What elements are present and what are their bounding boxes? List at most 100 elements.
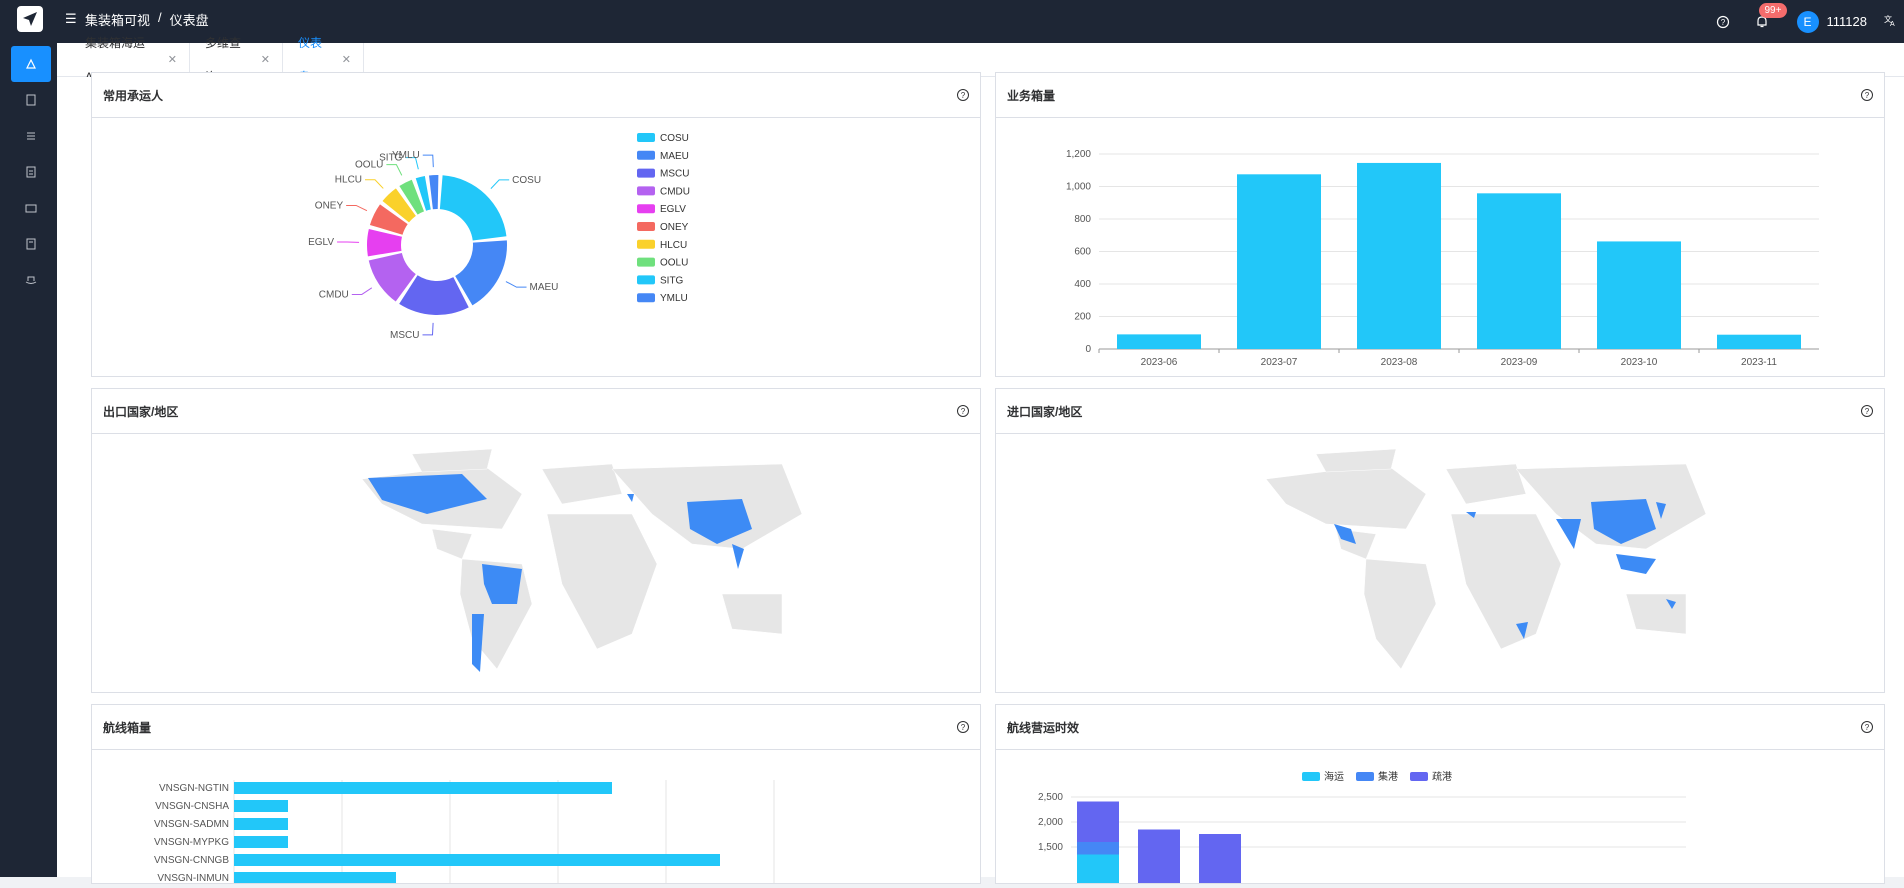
pie-label-line xyxy=(386,165,401,176)
legend-label[interactable]: COSU xyxy=(660,133,689,144)
document-icon[interactable] xyxy=(11,82,51,118)
x-tick-label: 2023-07 xyxy=(1261,357,1298,368)
legend-swatch xyxy=(1356,772,1374,781)
y-tick-label: 2,500 xyxy=(1038,792,1063,803)
pie-label-line xyxy=(423,155,434,167)
pie-label-line xyxy=(346,205,367,210)
help-icon[interactable]: ? xyxy=(1861,89,1873,101)
legend-swatch xyxy=(637,293,655,302)
bar[interactable] xyxy=(234,782,612,794)
bar[interactable] xyxy=(234,818,288,830)
legend-label[interactable]: SITG xyxy=(660,275,684,286)
pie-label: MAEU xyxy=(530,282,559,293)
y-tick-label: 1,000 xyxy=(1066,182,1091,193)
sidebar xyxy=(0,43,57,877)
bar[interactable] xyxy=(234,854,720,866)
bar[interactable] xyxy=(1237,174,1321,349)
stacked-bar-segment[interactable] xyxy=(1199,834,1241,883)
ship-icon[interactable] xyxy=(11,262,51,298)
menu-toggle-icon[interactable]: ☰ xyxy=(65,11,77,27)
bar[interactable] xyxy=(1357,163,1441,349)
bar[interactable] xyxy=(234,800,288,812)
bar[interactable] xyxy=(1717,335,1801,349)
legend-label[interactable]: MSCU xyxy=(660,169,689,180)
help-icon[interactable]: ? xyxy=(1861,721,1873,733)
pie-label-line xyxy=(423,323,434,335)
bar[interactable] xyxy=(1477,193,1561,349)
legend-swatch xyxy=(637,240,655,249)
pie-label-line xyxy=(365,180,383,189)
svg-text:A: A xyxy=(1890,21,1895,27)
notifications[interactable]: 99+ xyxy=(1753,13,1771,31)
legend-swatch xyxy=(1302,772,1320,781)
legend-label[interactable]: HLCU xyxy=(660,240,687,251)
x-tick-label: 2023-11 xyxy=(1741,357,1777,368)
stacked-bar-segment[interactable] xyxy=(1077,842,1119,855)
x-tick-label: 2023-09 xyxy=(1501,357,1538,368)
carrier-card: 常用承运人 ? COSU MAEU MSCU CMDU EGLV ONEY HLCU OOLU… xyxy=(91,72,981,377)
legend-label[interactable]: 集港 xyxy=(1378,770,1398,783)
legend-swatch xyxy=(637,204,655,213)
pie-label: HLCU xyxy=(335,175,362,186)
svg-text:?: ? xyxy=(1720,18,1725,27)
legend-swatch xyxy=(637,275,655,284)
stacked-bar-segment[interactable] xyxy=(1077,802,1119,843)
help-icon[interactable]: ? xyxy=(1714,13,1732,31)
stacked-bar-segment[interactable] xyxy=(1138,830,1180,884)
legend-swatch xyxy=(637,186,655,195)
legend-swatch xyxy=(1410,772,1428,781)
legend-label[interactable]: EGLV xyxy=(660,204,686,215)
logo[interactable] xyxy=(17,6,43,32)
pie-slice[interactable] xyxy=(455,240,507,305)
legend-label[interactable]: CMDU xyxy=(660,186,690,197)
dashboard-content: 常用承运人 ? COSU MAEU MSCU CMDU EGLV ONEY HLCU OOLU… xyxy=(57,77,1904,877)
greenland-shape xyxy=(412,449,492,472)
username[interactable]: 111128 xyxy=(1827,14,1868,29)
legend-label[interactable]: MAEU xyxy=(660,151,689,162)
help-icon[interactable]: ? xyxy=(957,89,969,101)
x-tick-label: 2023-06 xyxy=(1141,357,1178,368)
dashboard-icon[interactable] xyxy=(11,46,51,82)
bar[interactable] xyxy=(1117,334,1201,349)
route-time-stacked-chart: 海运集港疏港1,5002,0002,500 xyxy=(996,750,1884,883)
card-title: 常用承运人 xyxy=(103,87,163,104)
legend-label[interactable]: OOLU xyxy=(660,258,688,269)
bar[interactable] xyxy=(234,872,396,883)
legend-label[interactable]: ONEY xyxy=(660,222,689,233)
export-world-map xyxy=(92,434,980,692)
card-title: 出口国家/地区 xyxy=(103,403,178,420)
help-icon[interactable]: ? xyxy=(957,405,969,417)
avatar[interactable]: E xyxy=(1797,11,1819,33)
list-icon[interactable] xyxy=(11,118,51,154)
pie-slice[interactable] xyxy=(429,175,438,209)
legend-label[interactable]: 海运 xyxy=(1324,770,1344,783)
route-volume-bar-chart: VNSGN-NGTINVNSGN-CNSHAVNSGN-SADMNVNSGN-M… xyxy=(92,750,980,883)
card-header: 进口国家/地区 ? xyxy=(996,389,1884,434)
breadcrumb-item: 仪表盘 xyxy=(170,10,209,29)
file-icon[interactable] xyxy=(11,154,51,190)
australia-shape xyxy=(722,594,782,634)
container-icon[interactable] xyxy=(11,190,51,226)
legend-swatch xyxy=(637,133,655,142)
pie-slice[interactable] xyxy=(367,229,402,256)
legend-label[interactable]: YMLU xyxy=(660,293,688,304)
bar[interactable] xyxy=(1597,241,1681,349)
bar[interactable] xyxy=(234,836,288,848)
pie-label: MSCU xyxy=(390,330,419,341)
stacked-bar-segment[interactable] xyxy=(1077,855,1119,884)
pie-label-line xyxy=(491,180,509,189)
help-icon[interactable]: ? xyxy=(957,721,969,733)
pie-label: ONEY xyxy=(315,200,344,211)
y-tick-label: VNSGN-CNNGB xyxy=(154,855,229,866)
help-icon[interactable]: ? xyxy=(1861,405,1873,417)
import-world-map xyxy=(996,434,1884,692)
notification-badge: 99+ xyxy=(1759,3,1788,18)
x-tick-label: 2023-10 xyxy=(1621,357,1658,368)
carrier-pie-chart: COSU MAEU MSCU CMDU EGLV ONEY HLCU OOLU SITG YMLU… xyxy=(92,118,980,376)
pie-slice[interactable] xyxy=(440,175,507,240)
legend-swatch xyxy=(637,151,655,160)
calculator-icon[interactable] xyxy=(11,226,51,262)
legend-label[interactable]: 疏港 xyxy=(1432,770,1452,783)
